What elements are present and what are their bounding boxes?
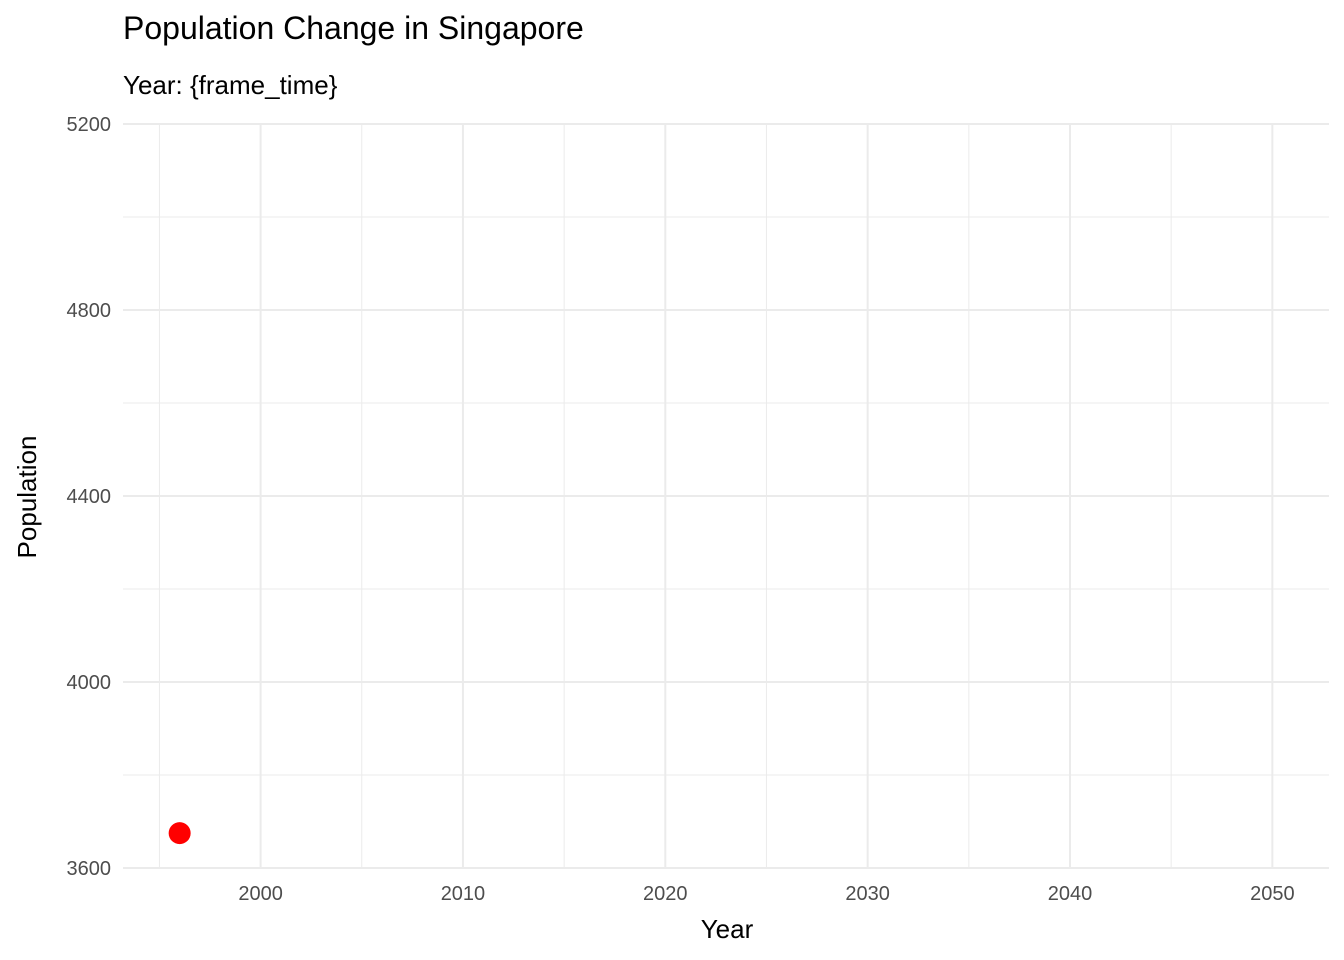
data-points — [168, 822, 191, 845]
x-tick-label: 2030 — [845, 883, 890, 905]
x-tick-label: 2000 — [238, 883, 283, 905]
y-axis-title: Population — [12, 436, 42, 559]
x-tick-label: 2050 — [1250, 883, 1295, 905]
x-tick-label: 2040 — [1048, 883, 1093, 905]
chart-subtitle: Year: {frame_time} — [123, 70, 338, 100]
x-axis-title: Year — [701, 914, 754, 944]
tick-labels: 2000 2010 2020 2030 2040 2050 3600 4000 4400 4800… — [67, 114, 1295, 905]
y-tick-label: 3600 — [67, 858, 112, 880]
y-tick-label: 5200 — [67, 114, 112, 136]
chart-title: Population Change in Singapore — [123, 10, 584, 46]
x-tick-label: 2020 — [643, 883, 688, 905]
data-point — [168, 822, 191, 845]
y-tick-label: 4000 — [67, 672, 112, 694]
y-tick-label: 4800 — [67, 300, 112, 322]
grid-lines — [123, 123, 1329, 869]
x-tick-label: 2010 — [441, 883, 486, 905]
y-tick-label: 4400 — [67, 486, 112, 508]
